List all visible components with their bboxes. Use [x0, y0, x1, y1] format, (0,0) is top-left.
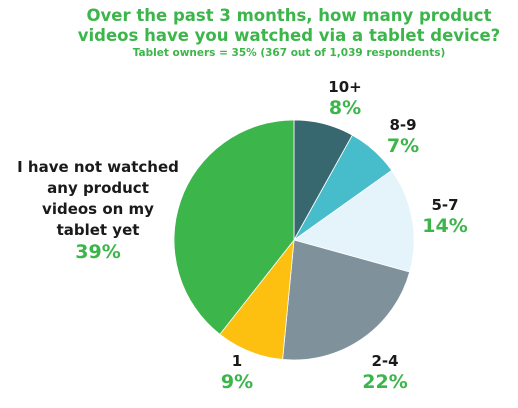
- slice-pct-not-watched: 39%: [75, 241, 121, 263]
- slice-pct-2-4: 22%: [362, 371, 408, 393]
- slice-label-2-4: 2-4: [371, 352, 399, 370]
- label-5-7: 5-7 14%: [408, 196, 482, 237]
- slice-pct-5-7: 14%: [422, 215, 468, 237]
- slice-pct-8-9: 7%: [386, 135, 420, 157]
- label-10-plus: 10+ 8%: [305, 78, 385, 119]
- label-8-9: 8-9 7%: [368, 116, 438, 157]
- chart-subtitle: Tablet owners = 35% (367 out of 1,039 re…: [132, 47, 446, 59]
- slice-2-4: [282, 239, 411, 361]
- chart-title: Over the past 3 months, how many product…: [60, 6, 518, 46]
- label-1: 1 9%: [205, 352, 269, 393]
- label-not-watched: I have not watched any product videos on…: [2, 157, 194, 263]
- chart-title-line-2: videos have you watched via a tablet dev…: [77, 26, 501, 45]
- slice-label-not-watched-line-2: any product: [47, 179, 149, 197]
- slice-pct-1: 9%: [220, 371, 254, 393]
- slice-5-7: [293, 169, 415, 273]
- slice-label-8-9: 8-9: [389, 116, 417, 134]
- chart-title-line-1: Over the past 3 months, how many product: [86, 6, 492, 25]
- slice-label-5-7: 5-7: [431, 196, 459, 214]
- slice-label-not-watched-line-1: I have not watched: [17, 158, 179, 176]
- slice-not-watched: [173, 119, 295, 335]
- slice-label-1: 1: [231, 352, 243, 370]
- slice-label-not-watched-line-3: videos on my: [42, 200, 154, 218]
- label-2-4: 2-4 22%: [345, 352, 425, 393]
- slice-label-10-plus: 10+: [328, 78, 362, 96]
- slice-label-not-watched-line-4: tablet yet: [56, 221, 140, 239]
- slice-pct-10-plus: 8%: [328, 97, 362, 119]
